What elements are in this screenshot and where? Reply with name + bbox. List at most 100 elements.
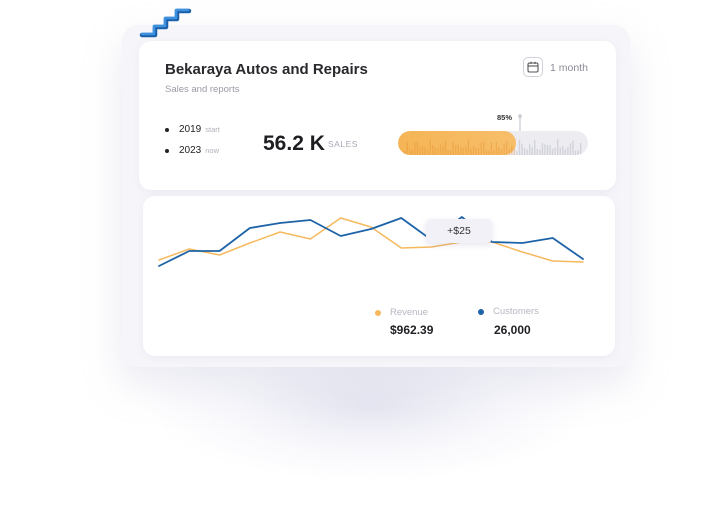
- year-now-item: 2023 now: [165, 145, 219, 156]
- sales-summary-card: Bekaraya Autos and Repairs Sales and rep…: [139, 41, 616, 190]
- progress-histogram-bar: [449, 150, 452, 155]
- progress-histogram-bar: [559, 147, 561, 155]
- progress-histogram-bar: [434, 147, 436, 155]
- progress-histogram-bar: [518, 139, 521, 155]
- progress-histogram-bar: [404, 151, 406, 155]
- progress-histogram-bar: [452, 141, 454, 155]
- progress-histogram-bar: [557, 139, 559, 155]
- progress-histogram-bar: [411, 149, 414, 155]
- progress-histogram-bar: [467, 139, 470, 155]
- progress-histogram-bar: [516, 150, 518, 155]
- zigzag-decoration-icon: [139, 8, 192, 38]
- progress-histogram-bar: [574, 150, 577, 155]
- progress-histogram-bar: [472, 146, 475, 155]
- progress-histogram-bar: [480, 142, 482, 155]
- progress-histogram-bar: [421, 146, 424, 155]
- progress-histogram-bar: [455, 145, 457, 155]
- progress-histogram-bar: [562, 145, 564, 155]
- progress-histogram-bar: [457, 144, 459, 155]
- progress-histogram-bar: [521, 143, 523, 155]
- year-start-item: 2019 start: [165, 124, 220, 135]
- progress-histogram-bar: [554, 147, 556, 155]
- progress-histogram-bar: [477, 147, 480, 155]
- progress-histogram-bar: [551, 148, 554, 155]
- progress-histogram-bar: [485, 149, 487, 155]
- sales-progress-bar[interactable]: [398, 131, 588, 155]
- year-now-tag: now: [205, 146, 220, 155]
- progress-histogram-bar: [432, 145, 434, 155]
- progress-histogram-bar: [488, 150, 490, 155]
- year-now-value: 2023: [179, 145, 202, 156]
- progress-histogram-bar: [513, 148, 516, 155]
- customers-dot-icon: [478, 308, 484, 315]
- progress-percent-label: 85%: [497, 113, 513, 122]
- progress-histogram-bar: [419, 148, 421, 155]
- progress-histogram-bar: [511, 145, 513, 155]
- progress-histogram-bar: [470, 148, 472, 155]
- progress-histogram-bar: [483, 141, 485, 155]
- progress-histogram-bar: [429, 139, 431, 155]
- progress-histogram-bar: [572, 140, 574, 155]
- business-subtitle: Sales and reports: [165, 84, 240, 95]
- progress-histogram-bar: [534, 140, 536, 155]
- progress-histogram-bar: [569, 143, 572, 155]
- progress-histogram-bar: [414, 142, 416, 155]
- progress-histogram-bar: [462, 148, 465, 155]
- legend-customers-label: Customers: [493, 306, 539, 317]
- progress-histogram-bar: [460, 146, 462, 155]
- progress-histogram-bar: [493, 149, 495, 155]
- progress-histogram-bar: [523, 147, 526, 155]
- bullet-icon: [165, 127, 169, 132]
- year-start-value: 2019: [179, 124, 202, 135]
- progress-histogram-bar: [439, 144, 442, 155]
- progress-histogram-bar: [544, 144, 546, 155]
- progress-histogram-bar: [528, 144, 531, 155]
- progress-histogram-bar: [442, 146, 444, 155]
- series-line-revenue: [158, 217, 584, 263]
- progress-histogram-bar: [531, 147, 533, 155]
- progress-histogram-bar: [465, 146, 467, 155]
- year-start-tag: start: [205, 125, 220, 134]
- progress-histogram-bar: [508, 149, 510, 155]
- progress-fill: [398, 131, 516, 155]
- progress-histogram-bar: [536, 149, 538, 155]
- progress-histogram-bar: [426, 149, 429, 155]
- progress-histogram-bar: [567, 147, 569, 155]
- sales-value: 56.2 K: [263, 132, 325, 155]
- sales-label: SALES: [328, 139, 358, 149]
- bullet-icon: [165, 148, 169, 153]
- progress-histogram-bar: [526, 149, 528, 155]
- business-title: Bekaraya Autos and Repairs: [165, 61, 368, 78]
- period-selector[interactable]: 1 month: [550, 62, 588, 74]
- progress-histogram-bar: [500, 149, 503, 155]
- progress-histogram-bar: [437, 148, 439, 155]
- progress-histogram-bar: [549, 145, 551, 155]
- legend-revenue[interactable]: Revenue: [375, 307, 428, 318]
- progress-histogram-bar: [444, 140, 447, 155]
- progress-histogram-bar: [495, 141, 498, 155]
- revenue-dot-icon: [375, 309, 381, 316]
- progress-histogram-bar: [546, 144, 549, 155]
- progress-histogram-bar: [447, 150, 449, 155]
- progress-histogram-bar: [475, 147, 477, 155]
- progress-histogram-bar: [498, 147, 500, 155]
- progress-histogram-bar: [503, 143, 505, 155]
- legend-revenue-value: $962.39: [390, 323, 434, 337]
- legend-revenue-label: Revenue: [390, 307, 429, 318]
- calendar-icon[interactable]: [523, 57, 543, 77]
- progress-histogram-bar: [416, 141, 419, 155]
- progress-histogram-bar: [506, 140, 508, 155]
- progress-histogram-bar: [409, 148, 411, 155]
- series-line-customers: [158, 216, 584, 267]
- progress-histogram-bar: [406, 141, 408, 155]
- legend-customers-value: 26,000: [494, 323, 531, 337]
- progress-histogram-bar: [490, 142, 493, 155]
- trend-chart-card: +$25 Revenue $962.39 Customers 26,000: [143, 196, 615, 356]
- progress-histogram-bar: [541, 142, 544, 155]
- chart-tooltip: +$25: [426, 219, 492, 243]
- trend-line-chart: [158, 216, 584, 267]
- progress-knob-icon[interactable]: [518, 113, 522, 131]
- progress-histogram: [404, 139, 582, 155]
- legend-customers[interactable]: Customers: [478, 306, 539, 317]
- progress-histogram-bar: [424, 147, 426, 155]
